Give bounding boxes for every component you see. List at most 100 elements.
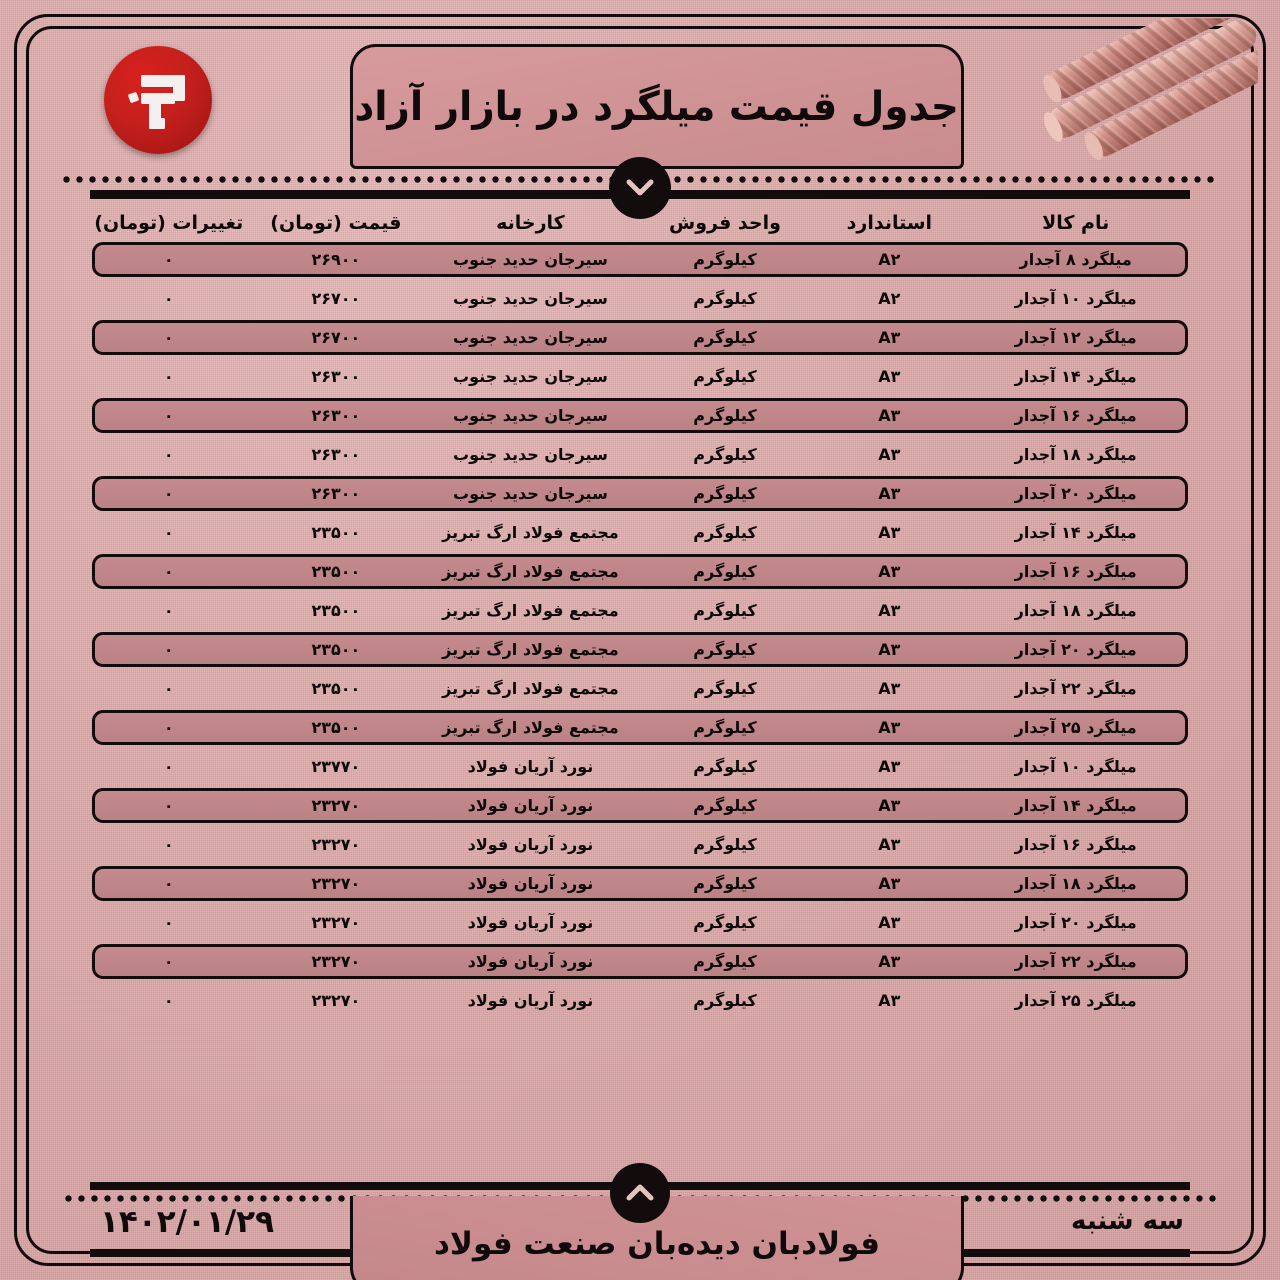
cell-standard: A۳ [878, 913, 901, 932]
cell-standard: A۳ [878, 991, 901, 1010]
page-title: جدول قیمت میلگرد در بازار آزاد [354, 83, 960, 130]
cell-change: ۰ [163, 289, 174, 308]
row-highlight-band [92, 242, 1188, 277]
cell-change: ۰ [163, 523, 174, 542]
cell-price: ۲۳۵۰۰ [311, 640, 361, 659]
cell-name: میلگرد ۲۵ آجدار [1014, 718, 1137, 737]
cell-standard: A۳ [878, 640, 901, 659]
column-header-unit: واحد فروش [669, 212, 781, 234]
cell-factory: نورد آریان فولاد [467, 757, 594, 776]
cell-factory: نورد آریان فولاد [467, 796, 594, 815]
cell-price: ۲۶۳۰۰ [311, 367, 361, 386]
row-highlight-band [92, 476, 1188, 511]
table-row: میلگرد ۱۶ آجدار A۳ کیلوگرم نورد آریان فولاد… [92, 825, 1188, 864]
cell-name: میلگرد ۱۸ آجدار [1014, 445, 1137, 464]
cell-change: ۰ [163, 835, 174, 854]
cell-standard: A۳ [878, 562, 901, 581]
cell-price: ۲۳۲۷۰ [311, 991, 361, 1010]
cell-unit: کیلوگرم [693, 796, 757, 815]
cell-name: میلگرد ۱۶ آجدار [1014, 406, 1137, 425]
cell-price: ۲۶۳۰۰ [311, 406, 361, 425]
table-row: میلگرد ۲۵ آجدار A۳ کیلوگرم نورد آریان فولاد… [92, 981, 1188, 1020]
cell-standard: A۳ [878, 952, 901, 971]
table-row: میلگرد ۱۴ آجدار A۳ کیلوگرم سیرجان حدید جنوب… [92, 357, 1188, 396]
price-table: نام کالا استاندارد واحد فروش کارخانه قیم… [92, 206, 1188, 1020]
table-row: میلگرد ۱۰ آجدار A۲ کیلوگرم سیرجان حدید جنوب… [92, 279, 1188, 318]
cell-unit: کیلوگرم [693, 601, 757, 620]
cell-factory: نورد آریان فولاد [467, 952, 594, 971]
cell-price: ۲۳۵۰۰ [311, 601, 361, 620]
cell-factory: سیرجان حدید جنوب [453, 367, 608, 386]
cell-factory: سیرجان حدید جنوب [453, 250, 608, 269]
cell-change: ۰ [163, 757, 174, 776]
footer-date: ۱۴۰۲/۰۱/۲۹ [100, 1204, 275, 1240]
cell-change: ۰ [163, 484, 174, 503]
table-row: میلگرد ۱۸ آجدار A۳ کیلوگرم مجتمع فولاد ارگ … [92, 591, 1188, 630]
row-highlight-band [92, 632, 1188, 667]
cell-unit: کیلوگرم [693, 562, 757, 581]
cell-name: میلگرد ۱۴ آجدار [1014, 523, 1137, 542]
cell-standard: A۳ [878, 367, 901, 386]
cell-change: ۰ [163, 328, 174, 347]
cell-standard: A۳ [878, 523, 901, 542]
cell-standard: A۳ [878, 328, 901, 347]
cell-unit: کیلوگرم [693, 679, 757, 698]
cell-price: ۲۳۵۰۰ [311, 523, 361, 542]
cell-factory: مجتمع فولاد ارگ تبریز [442, 562, 619, 581]
cell-price: ۲۶۳۰۰ [311, 484, 361, 503]
table-row: میلگرد ۱۸ آجدار A۳ کیلوگرم سیرجان حدید جنوب… [92, 435, 1188, 474]
chevron-up-icon [610, 1163, 670, 1223]
column-header-standard: استاندارد [846, 212, 933, 234]
row-highlight-band [92, 398, 1188, 433]
table-row: میلگرد ۱۴ آجدار A۳ کیلوگرم نورد آریان فولاد… [92, 786, 1188, 825]
chevron-down-icon [609, 157, 671, 219]
table-row: میلگرد ۱۸ آجدار A۳ کیلوگرم نورد آریان فولاد… [92, 864, 1188, 903]
cell-price: ۲۶۷۰۰ [311, 289, 361, 308]
cell-standard: A۳ [878, 445, 901, 464]
cell-change: ۰ [163, 445, 174, 464]
cell-name: میلگرد ۱۶ آجدار [1014, 835, 1137, 854]
cell-unit: کیلوگرم [693, 445, 757, 464]
table-row: میلگرد ۲۰ آجدار A۳ کیلوگرم مجتمع فولاد ارگ … [92, 630, 1188, 669]
cell-name: میلگرد ۱۶ آجدار [1014, 562, 1137, 581]
cell-unit: کیلوگرم [693, 523, 757, 542]
cell-standard: A۳ [878, 679, 901, 698]
cell-unit: کیلوگرم [693, 640, 757, 659]
cell-name: میلگرد ۲۰ آجدار [1014, 484, 1137, 503]
foolad-ban-logo-icon [104, 46, 212, 154]
cell-factory: مجتمع فولاد ارگ تبریز [442, 718, 619, 737]
cell-price: ۲۳۲۷۰ [311, 874, 361, 893]
cell-change: ۰ [163, 640, 174, 659]
column-header-name: نام کالا [1042, 212, 1110, 234]
cell-price: ۲۳۵۰۰ [311, 562, 361, 581]
cell-unit: کیلوگرم [693, 406, 757, 425]
cell-factory: سیرجان حدید جنوب [453, 406, 608, 425]
column-header-price: قیمت (تومان) [270, 212, 402, 234]
column-header-change: تغییرات (تومان) [94, 212, 244, 234]
cell-standard: A۳ [878, 406, 901, 425]
cell-unit: کیلوگرم [693, 484, 757, 503]
cell-change: ۰ [163, 601, 174, 620]
cell-standard: A۳ [878, 874, 901, 893]
cell-factory: مجتمع فولاد ارگ تبریز [442, 601, 619, 620]
table-row: میلگرد ۱۲ آجدار A۳ کیلوگرم سیرجان حدید جنوب… [92, 318, 1188, 357]
cell-change: ۰ [163, 406, 174, 425]
cell-price: ۲۳۵۰۰ [311, 679, 361, 698]
table-row: میلگرد ۱۶ آجدار A۳ کیلوگرم سیرجان حدید جنوب… [92, 396, 1188, 435]
cell-price: ۲۳۲۷۰ [311, 835, 361, 854]
cell-change: ۰ [163, 679, 174, 698]
row-highlight-band [92, 710, 1188, 745]
cell-change: ۰ [163, 991, 174, 1010]
table-row: میلگرد ۲۵ آجدار A۳ کیلوگرم مجتمع فولاد ارگ … [92, 708, 1188, 747]
table-row: میلگرد ۸ آجدار A۲ کیلوگرم سیرجان حدید جنوب ۲… [92, 240, 1188, 279]
cell-name: میلگرد ۲۲ آجدار [1014, 952, 1137, 971]
table-row: میلگرد ۲۲ آجدار A۳ کیلوگرم مجتمع فولاد ارگ … [92, 669, 1188, 708]
cell-standard: A۳ [878, 757, 901, 776]
table-header-row: نام کالا استاندارد واحد فروش کارخانه قیم… [92, 206, 1188, 240]
cell-price: ۲۶۳۰۰ [311, 445, 361, 464]
cell-standard: A۳ [878, 835, 901, 854]
row-highlight-band [92, 554, 1188, 589]
cell-standard: A۳ [878, 796, 901, 815]
cell-price: ۲۳۷۷۰ [311, 757, 361, 776]
cell-change: ۰ [163, 367, 174, 386]
